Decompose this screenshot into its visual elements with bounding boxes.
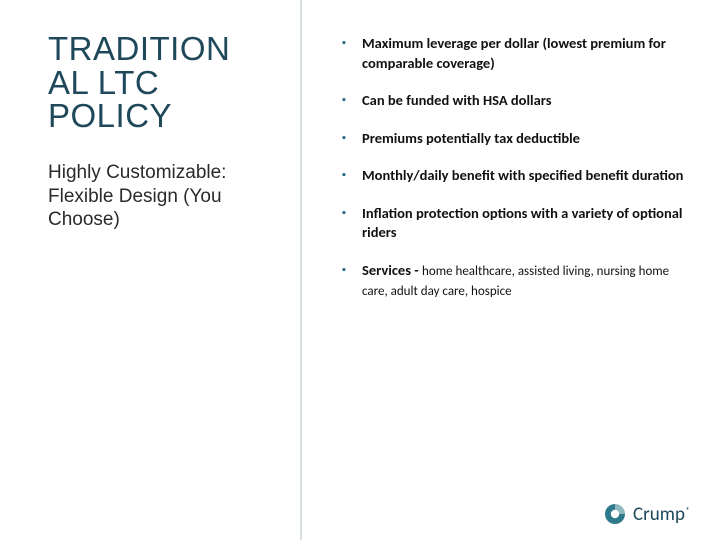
slide-title: TRADITION AL LTC POLICY (48, 32, 280, 133)
slide-subtitle: Highly Customizable: Flexible Design (Yo… (48, 161, 280, 232)
right-column: Maximum leverage per dollar (lowest prem… (300, 0, 720, 540)
title-line-1: TRADITION (48, 30, 230, 67)
bullet-bold: Can be funded with HSA dollars (362, 91, 552, 109)
list-item: Services - home healthcare, assisted liv… (338, 261, 684, 300)
list-item: Can be funded with HSA dollars (338, 91, 684, 111)
bullet-list: Maximum leverage per dollar (lowest prem… (338, 34, 684, 300)
logo-text: Crump (633, 503, 685, 526)
title-line-3: POLICY (48, 97, 172, 134)
column-divider (300, 0, 302, 540)
list-item: Inflation protection options with a vari… (338, 204, 684, 243)
bullet-bold: Inflation protection options with a vari… (362, 204, 682, 242)
logo-registered: ® (686, 506, 690, 516)
title-line-2: AL LTC (48, 64, 159, 101)
bullet-bold: Premiums potentially tax deductible (362, 129, 580, 147)
bullet-bold: Services - (362, 261, 422, 279)
left-column: TRADITION AL LTC POLICY Highly Customiza… (0, 0, 300, 540)
bullet-bold: Monthly/daily benefit with specified ben… (362, 166, 683, 184)
logo-text-wrap: Crump® (633, 503, 690, 526)
logo-mark-icon (603, 502, 627, 526)
logo: Crump® (603, 502, 690, 526)
list-item: Maximum leverage per dollar (lowest prem… (338, 34, 684, 73)
slide: TRADITION AL LTC POLICY Highly Customiza… (0, 0, 720, 540)
bullet-bold: Maximum leverage per dollar (362, 34, 539, 52)
list-item: Premiums potentially tax deductible (338, 129, 684, 149)
list-item: Monthly/daily benefit with specified ben… (338, 166, 684, 186)
